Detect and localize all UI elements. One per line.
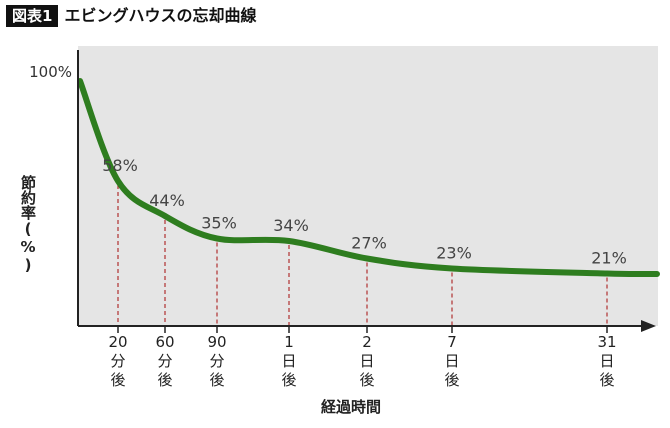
x-tick-label: 分: [110, 352, 125, 370]
value-label: 58%: [102, 156, 138, 175]
x-tick-label: 日: [599, 352, 614, 370]
x-axis-arrow: [641, 320, 656, 332]
x-tick-label: 1: [284, 333, 294, 351]
x-tick-label: 2: [362, 333, 372, 351]
x-tick-label: 分: [157, 352, 172, 370]
value-label: 23%: [436, 244, 472, 263]
x-axis-title: 経過時間: [321, 398, 382, 416]
x-tick-label: 60: [155, 333, 174, 351]
x-tick-label: 後: [157, 371, 172, 389]
x-tick-label: 7: [447, 333, 457, 351]
value-label: 34%: [273, 216, 309, 235]
y-axis-title: 節約率(%): [18, 175, 40, 274]
y-axis-title-text: 節約率(%): [19, 175, 37, 274]
x-tick-label: 後: [359, 371, 374, 389]
x-tick-label: 後: [110, 371, 125, 389]
x-tick-label: 後: [444, 371, 459, 389]
x-tick-label: 20: [108, 333, 127, 351]
x-tick-label: 日: [281, 352, 296, 370]
x-tick-label: 後: [599, 371, 614, 389]
value-label: 21%: [591, 249, 627, 268]
y-axis-max-label: 100%: [29, 63, 72, 81]
value-label: 35%: [201, 214, 237, 233]
curve-line: [77, 78, 660, 278]
plot-area: [78, 46, 658, 326]
x-tick-label: 日: [444, 352, 459, 370]
chart-title: エビングハウスの忘却曲線: [64, 6, 257, 25]
x-tick-label: 31: [597, 333, 616, 351]
x-tick-label: 日: [359, 352, 374, 370]
x-tick-label: 後: [209, 371, 224, 389]
value-label: 44%: [149, 191, 185, 210]
figure-badge: 図表1: [6, 5, 59, 27]
value-label: 27%: [351, 234, 387, 253]
x-tick-label: 90: [207, 333, 226, 351]
x-tick-label: 分: [209, 352, 224, 370]
title-row: 図表1 エビングハウスの忘却曲線: [6, 4, 256, 28]
x-tick-label: 後: [281, 371, 296, 389]
